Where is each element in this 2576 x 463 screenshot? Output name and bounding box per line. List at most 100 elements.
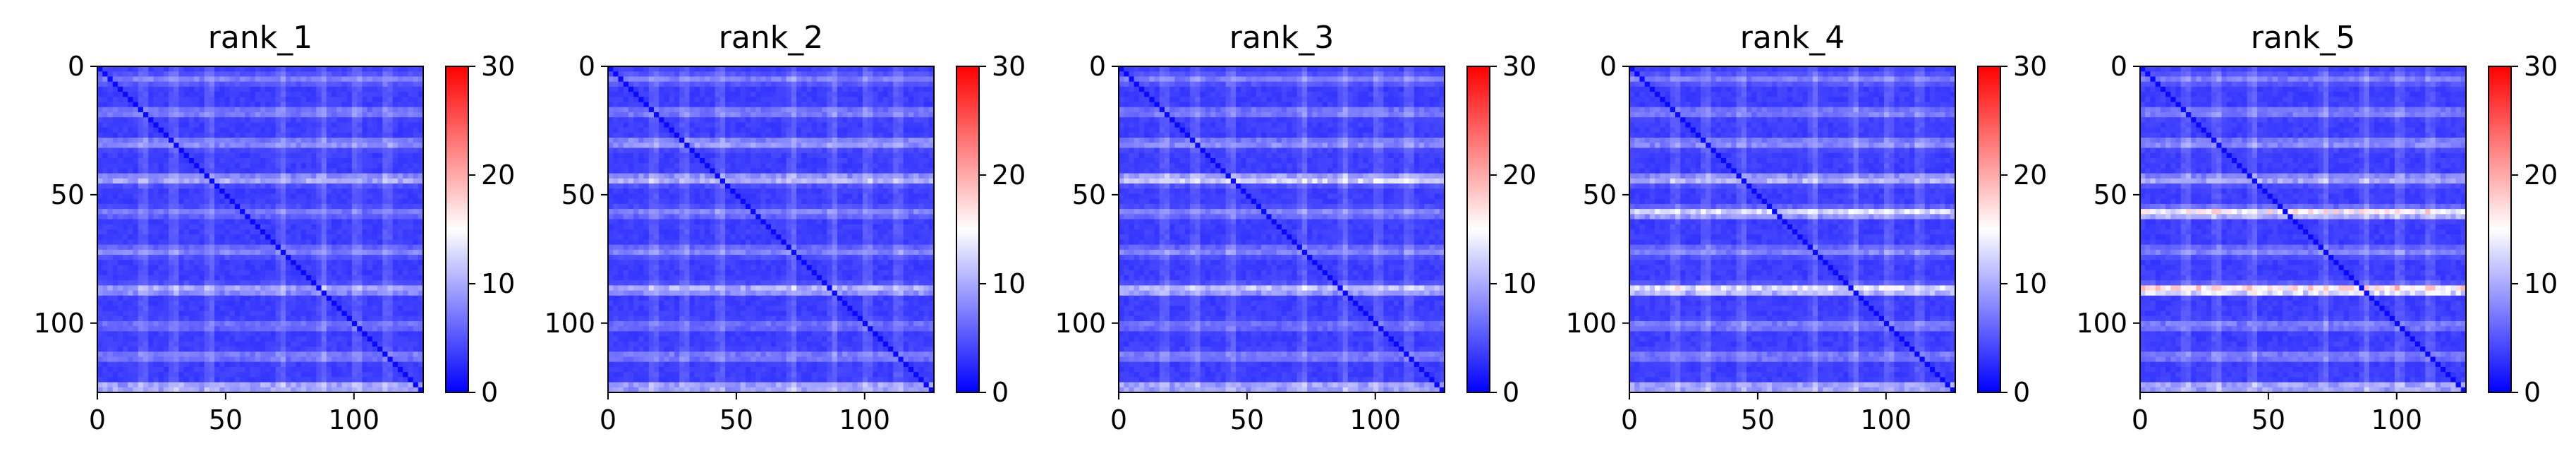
- heatmap-cell: [128, 347, 134, 352]
- heatmap-cell: [751, 92, 756, 97]
- heatmap-cell: [397, 127, 403, 133]
- heatmap-cell: [128, 122, 134, 128]
- heatmap-cell: [786, 97, 792, 103]
- heatmap-cell: [245, 143, 251, 149]
- heatmap-cell: [357, 387, 363, 393]
- heatmap-cell: [138, 214, 144, 220]
- heatmap-cell: [107, 71, 114, 78]
- heatmap-cell: [240, 351, 245, 358]
- heatmap-cell: [183, 244, 190, 251]
- heatmap-cell: [351, 157, 358, 164]
- heatmap-cell: [332, 143, 337, 149]
- heatmap-cell: [250, 117, 256, 124]
- heatmap-cell: [178, 280, 185, 287]
- heatmap-cell: [163, 81, 169, 88]
- heatmap-cell: [112, 219, 119, 225]
- heatmap-cell: [194, 382, 200, 388]
- heatmap-cell: [351, 127, 358, 133]
- heatmap-cell: [377, 148, 383, 154]
- heatmap-cell: [332, 331, 337, 337]
- heatmap-cell: [183, 173, 190, 179]
- heatmap-cell: [300, 117, 307, 124]
- heatmap-cell: [387, 351, 394, 358]
- heatmap-cell: [351, 280, 358, 287]
- heatmap-cell: [229, 71, 236, 78]
- heatmap-cell: [903, 66, 909, 72]
- heatmap-cell: [740, 66, 746, 72]
- heatmap-cell: [214, 152, 220, 159]
- heatmap-cell: [403, 168, 408, 174]
- heatmap-cell: [679, 81, 685, 88]
- heatmap-cell: [224, 347, 231, 352]
- heatmap-cell: [664, 112, 670, 118]
- heatmap-cell: [142, 356, 149, 363]
- heatmap-cell: [341, 270, 348, 276]
- heatmap-cell: [413, 203, 419, 210]
- heatmap-cell: [183, 285, 190, 291]
- heatmap-cell: [408, 351, 414, 358]
- heatmap-cell: [270, 306, 277, 312]
- heatmap-cell: [816, 76, 822, 83]
- heatmap-cell: [97, 382, 103, 388]
- heatmap-cell: [300, 351, 307, 358]
- heatmap-cell: [382, 92, 389, 97]
- heatmap-cell: [755, 71, 762, 78]
- heatmap-cell: [674, 66, 680, 72]
- heatmap-cell: [128, 366, 134, 373]
- heatmap-cell: [199, 214, 205, 220]
- heatmap-cell: [336, 219, 343, 225]
- heatmap-cell: [107, 260, 114, 266]
- heatmap-cell: [169, 152, 174, 159]
- heatmap-cell: [240, 102, 245, 108]
- heatmap-cell: [123, 382, 128, 388]
- heatmap-cell: [362, 127, 368, 133]
- heatmap-cell: [332, 341, 337, 347]
- heatmap-cell: [357, 97, 363, 103]
- heatmap-cell: [128, 157, 134, 164]
- heatmap-cell: [755, 112, 762, 118]
- heatmap-cell: [326, 214, 332, 220]
- heatmap-cell: [357, 66, 363, 72]
- heatmap-cell: [781, 122, 787, 128]
- heatmap-cell: [346, 306, 353, 312]
- heatmap-cell: [112, 239, 119, 246]
- heatmap-cell: [357, 107, 363, 113]
- heatmap-cell: [260, 117, 266, 124]
- heatmap-cell: [705, 102, 710, 108]
- heatmap-cell: [418, 152, 424, 159]
- heatmap-cell: [204, 336, 210, 342]
- heatmap-cell: [305, 184, 312, 189]
- heatmap-cell: [827, 112, 833, 118]
- heatmap-cell: [133, 331, 139, 337]
- heatmap-cell: [188, 138, 195, 143]
- heatmap-cell: [367, 306, 373, 312]
- heatmap-cell: [117, 315, 123, 322]
- heatmap-cell: [341, 168, 348, 174]
- heatmap-cell: [245, 148, 251, 154]
- heatmap-cell: [224, 92, 231, 97]
- heatmap-cell: [719, 117, 726, 124]
- heatmap-cell: [194, 178, 200, 184]
- heatmap-cell: [669, 81, 675, 88]
- heatmap-cell: [199, 306, 205, 312]
- heatmap-cell: [158, 260, 164, 266]
- heatmap-cell: [382, 270, 389, 276]
- heatmap-cell: [229, 81, 236, 88]
- heatmap-cell: [296, 219, 302, 225]
- heatmap-cell: [367, 260, 373, 266]
- heatmap-cell: [229, 214, 236, 220]
- heatmap-cell: [715, 107, 721, 113]
- heatmap-cell: [362, 275, 368, 281]
- heatmap-cell: [142, 71, 149, 78]
- heatmap-cell: [286, 66, 291, 72]
- heatmap-cell: [275, 188, 281, 195]
- heatmap-cell: [392, 372, 399, 378]
- heatmap-cell: [357, 341, 363, 347]
- heatmap-cell: [209, 280, 215, 287]
- heatmap-cell: [234, 92, 241, 97]
- heatmap-cell: [291, 377, 297, 383]
- heatmap-cell: [204, 356, 210, 363]
- heatmap-cell: [183, 255, 190, 260]
- heatmap-cell: [699, 66, 705, 72]
- heatmap-cell: [392, 239, 399, 246]
